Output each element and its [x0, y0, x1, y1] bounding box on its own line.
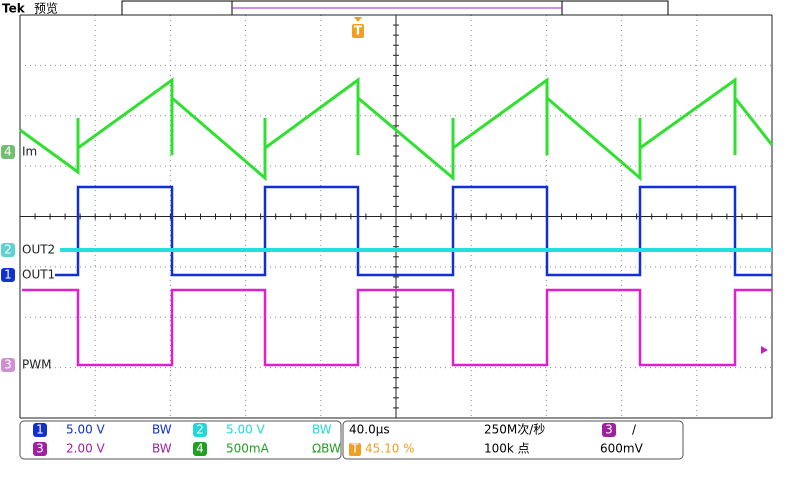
- channel-scale: 5.00 V: [66, 423, 106, 437]
- channel-badge: 4: [4, 145, 12, 159]
- channel-badge-bg: [1, 243, 15, 257]
- bandwidth-flag: BW: [152, 442, 172, 456]
- channel-badge-bg: [1, 358, 15, 372]
- channel-label: OUT2: [22, 243, 55, 257]
- mode: 预览: [34, 1, 58, 16]
- channel-labels: 4 Im 2 OUT2 1 OUT1 3 PWM: [1, 145, 55, 372]
- channel-badge-bg: [1, 268, 15, 282]
- brand: Tek: [2, 2, 26, 16]
- trigger-source-bg: [602, 423, 616, 437]
- channel-badge-bg: [33, 442, 47, 456]
- bandwidth-flag: ΩBW: [312, 442, 341, 456]
- channel-badge: 2: [196, 423, 204, 437]
- trigger-marker-label: T: [354, 24, 363, 38]
- trigger-level: 600mV: [600, 442, 644, 456]
- trigger-badge-bg: [349, 443, 361, 456]
- trigger-arrow: [354, 17, 362, 22]
- sample-rate: 250M次/秒: [484, 423, 545, 437]
- channel-badge: 3: [36, 442, 44, 456]
- channel-scale: 500mA: [226, 442, 270, 456]
- channel-label: OUT1: [22, 268, 55, 282]
- trigger-position: 45.10 %: [365, 442, 415, 456]
- channel-badge: 1: [36, 423, 44, 437]
- trigger-marker: [352, 24, 364, 38]
- out1-wave: [55, 185, 772, 277]
- trigger-badge: T: [350, 442, 359, 456]
- bandwidth-flag: BW: [152, 423, 172, 437]
- channel-badge-bg: [33, 423, 47, 437]
- channel-badge-bg: [193, 423, 207, 437]
- channel-label: PWM: [22, 358, 51, 372]
- channel-label: Im: [22, 145, 37, 159]
- channel-scale: 2.00 V: [66, 442, 106, 456]
- trigger-level-arrow: [761, 346, 768, 354]
- channel-badge: 4: [196, 442, 204, 456]
- horizontal-panel: [342, 420, 684, 460]
- pwm-wave: [22, 288, 772, 367]
- channel-badge: 3: [4, 358, 12, 372]
- channel-badge-bg: [1, 145, 15, 159]
- time-scale: 40.0μs: [349, 423, 390, 437]
- vertical-panel: [19, 420, 342, 460]
- im-wave: [19, 77, 774, 182]
- channel-badge: 2: [4, 243, 12, 257]
- channel-badge-bg: [193, 442, 207, 456]
- bandwidth-flag: BW: [312, 423, 332, 437]
- waveforms: [19, 77, 774, 367]
- trigger-slope: /: [632, 423, 637, 437]
- grid: [19, 14, 773, 419]
- settings: 1 5.00 V BW 2 5.00 V BW 3 2.00 V BW 4 500mA ΩBW 40.0…: [33, 423, 644, 456]
- record-length: 100k 点: [484, 442, 530, 456]
- channel-badge: 1: [4, 268, 12, 282]
- trigger-source: 3: [605, 423, 613, 437]
- channel-scale: 5.00 V: [226, 423, 266, 437]
